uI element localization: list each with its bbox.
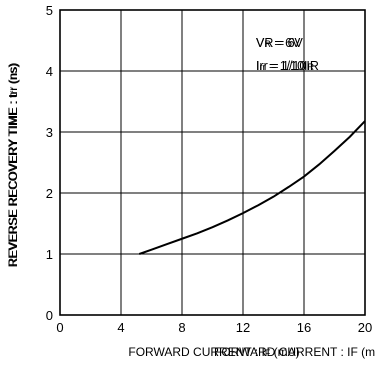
annot-irr-val: = 1/10I bbox=[265, 59, 307, 73]
y-tick-label: 4 bbox=[46, 64, 53, 79]
x-tick-label: 4 bbox=[117, 320, 124, 335]
y-tick-label: 2 bbox=[46, 186, 53, 201]
annot-vr-sub: R bbox=[264, 39, 271, 49]
ylabel-sub: rr bbox=[9, 88, 19, 94]
series-line bbox=[138, 120, 366, 255]
ylabel-main: REVERSE RECOVERY TIME : t bbox=[6, 93, 20, 266]
x-tick-label: 20 bbox=[358, 320, 372, 335]
annotation-vr: VR = 6V bbox=[256, 36, 304, 50]
xlabel-unit: (mA) bbox=[270, 345, 299, 359]
annot-irr-sub: rr bbox=[259, 62, 265, 72]
xlabel-main: FORWARD CURRENT : I bbox=[128, 345, 264, 359]
annot-irr-i: I bbox=[256, 59, 259, 73]
x-axis-label: FORWARD CURRENT : IF (mA) bbox=[128, 345, 299, 359]
annot-vr-val: = 6V bbox=[271, 36, 301, 50]
xlabel-sub: F bbox=[265, 348, 271, 358]
y-tick-label: 1 bbox=[46, 247, 53, 262]
y-tick-label: 0 bbox=[46, 308, 53, 323]
grid bbox=[60, 10, 365, 315]
x-tick-label: 0 bbox=[56, 320, 63, 335]
plot-frame bbox=[59, 9, 366, 316]
annotation-vr-display: VR = 6V bbox=[256, 36, 301, 50]
annotation-irr-display: Irr = 1/10IR bbox=[256, 59, 315, 73]
x-tick-label: 16 bbox=[297, 320, 311, 335]
x-tick-label: 12 bbox=[236, 320, 250, 335]
x-axis-label-bound: FORWARD CURRENT : IF (mA) bbox=[214, 345, 375, 359]
annotation-irr: Irr = 1/10IR bbox=[256, 59, 319, 73]
ylabel-unit: (ns) bbox=[6, 64, 20, 88]
y-axis-label-bound: REVERSE RECOVERY TIME : trr (ns) bbox=[6, 63, 20, 268]
annot-vr-v: V bbox=[256, 36, 265, 50]
annot-irr-sub2: R bbox=[308, 62, 315, 72]
y-tick-label: 5 bbox=[46, 3, 53, 18]
y-tick-label: 3 bbox=[46, 125, 53, 140]
x-tick-label: 8 bbox=[178, 320, 185, 335]
y-axis-label: REVERSE RECOVERY TIME : trr (ns) bbox=[6, 64, 20, 267]
